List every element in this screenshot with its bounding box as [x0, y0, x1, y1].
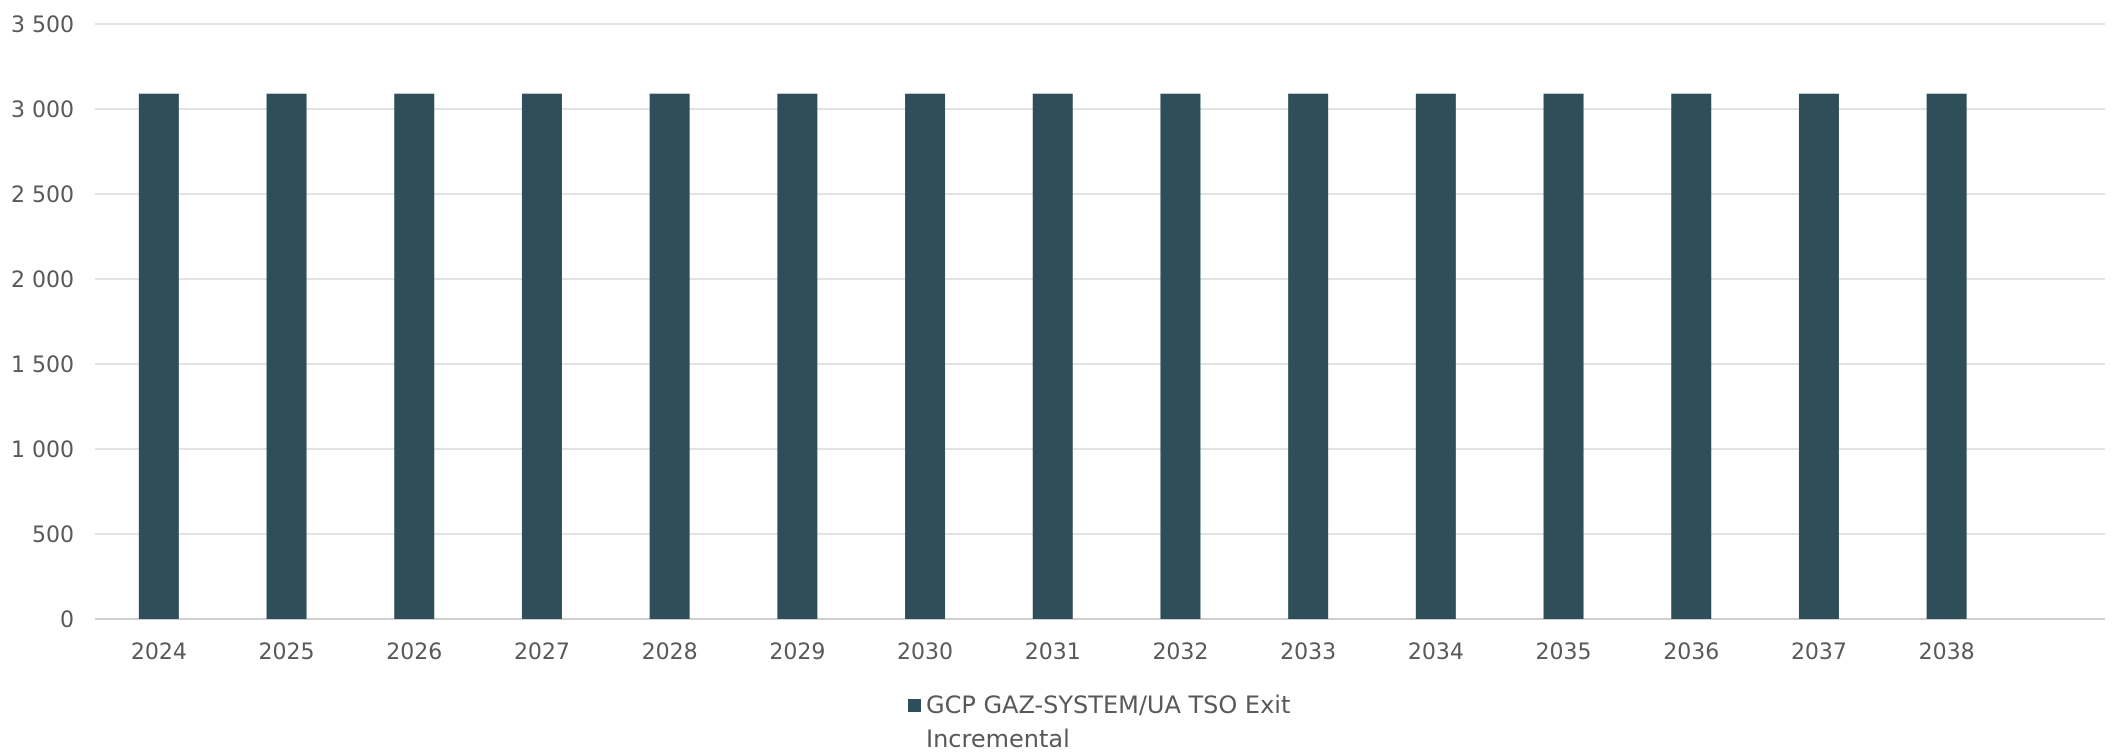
bar	[521, 93, 562, 619]
x-tick-label: 2036	[1663, 640, 1719, 665]
bar	[1032, 93, 1073, 619]
bar	[394, 93, 435, 619]
bar	[1415, 93, 1456, 619]
bar	[649, 93, 690, 619]
x-tick-label: 2027	[514, 640, 570, 665]
y-tick-label: 0	[60, 608, 74, 633]
x-tick-label: 2033	[1280, 640, 1336, 665]
y-tick-label: 1 500	[11, 353, 74, 378]
bar	[777, 93, 818, 619]
x-tick-label: 2030	[897, 640, 953, 665]
y-tick-label: 2 500	[11, 183, 74, 208]
y-axis-tick-labels: 0 500 1 000 1 500 2 000 2 500 3 000 3 500	[11, 13, 74, 633]
legend-label: GCP GAZ-SYSTEM/UA TSO Exit Incremental	[926, 691, 1291, 753]
legend-swatch	[908, 699, 921, 712]
bar	[905, 93, 946, 619]
x-tick-label: 2038	[1919, 640, 1975, 665]
y-tick-label: 3 000	[11, 98, 74, 123]
x-axis-tick-labels: 2024 2025 2026 2027 2028 2029 2030 2031 2032 2033…	[131, 640, 1975, 665]
bar	[1543, 93, 1584, 619]
bar	[1798, 93, 1839, 619]
x-tick-label: 2026	[386, 640, 442, 665]
y-tick-label: 2 000	[11, 268, 74, 293]
x-tick-label: 2025	[259, 640, 315, 665]
x-tick-label: 2034	[1408, 640, 1464, 665]
bars	[138, 93, 1967, 619]
bar	[138, 93, 179, 619]
x-tick-label: 2037	[1791, 640, 1847, 665]
bar	[1926, 93, 1967, 619]
x-tick-label: 2028	[642, 640, 698, 665]
y-tick-label: 1 000	[11, 438, 74, 463]
y-tick-label: 3 500	[11, 13, 74, 38]
x-tick-label: 2031	[1025, 640, 1081, 665]
x-tick-label: 2035	[1536, 640, 1592, 665]
x-tick-label: 2024	[131, 640, 187, 665]
bar	[1160, 93, 1201, 619]
bar	[1288, 93, 1329, 619]
bar	[266, 93, 307, 619]
x-tick-label: 2032	[1152, 640, 1208, 665]
x-tick-label: 2029	[769, 640, 825, 665]
y-tick-label: 500	[32, 523, 74, 548]
bar	[1671, 93, 1712, 619]
